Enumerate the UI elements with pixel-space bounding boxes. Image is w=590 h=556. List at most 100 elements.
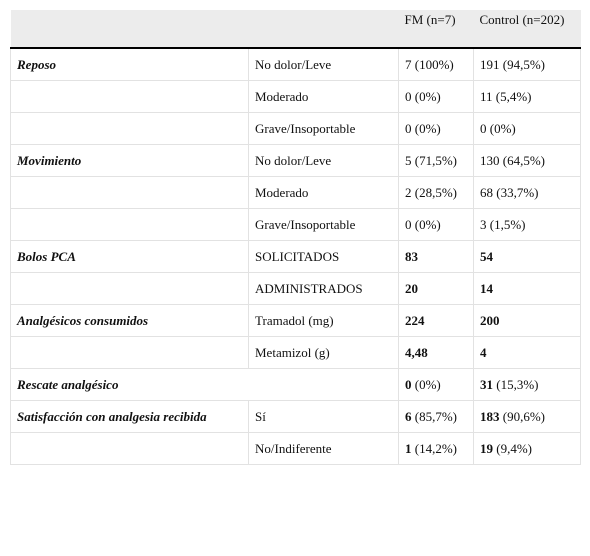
group-cell: Satisfacción con analgesia recibida — [10, 400, 249, 433]
group-cell — [10, 432, 249, 465]
item-cell: SOLICITADOS — [248, 240, 399, 273]
bold-value: 20 — [405, 281, 418, 296]
table-body: Reposo No dolor/Leve 7 (100%) 191 (94,5%) Mo… — [10, 47, 581, 465]
table-row: Grave/Insoportable 0 (0%) 3 (1,5%) — [10, 208, 581, 241]
item-cell: Moderado — [248, 176, 399, 209]
value-cell: 4 — [473, 336, 581, 369]
value-cell: 7 (100%) — [398, 47, 474, 81]
value-cell: 5 (71,5%) — [398, 144, 474, 177]
column-header: Control (n=202) — [473, 10, 581, 49]
value-cell: 20 — [398, 272, 474, 305]
value-text: (9,4%) — [496, 441, 532, 456]
table-row: Moderado 0 (0%) 11 (5,4%) — [10, 80, 581, 113]
bold-value: 200 — [480, 313, 500, 328]
item-cell: Grave/Insoportable — [248, 208, 399, 241]
header-row: FM (n=7) Control (n=202) — [10, 10, 581, 49]
bold-value: 4,48 — [405, 345, 428, 360]
value-cell: 0 (0%) — [473, 112, 581, 145]
value-cell: 3 (1,5%) — [473, 208, 581, 241]
table-row: Reposo No dolor/Leve 7 (100%) 191 (94,5%) — [10, 47, 581, 81]
value-cell: 14 — [473, 272, 581, 305]
value-cell: 68 (33,7%) — [473, 176, 581, 209]
bold-value: 31 — [480, 377, 493, 392]
value-text: 5 (71,5%) — [405, 153, 457, 168]
table-row: Rescate analgésico 0 (0%) 31 (15,3%) — [10, 368, 581, 401]
group-cell: Analgésicos consumidos — [10, 304, 249, 337]
value-text: (15,3%) — [496, 377, 539, 392]
empty-header — [248, 10, 399, 49]
value-text: (85,7%) — [414, 409, 457, 424]
table-row: Bolos PCA SOLICITADOS 83 54 — [10, 240, 581, 273]
item-cell: Grave/Insoportable — [248, 112, 399, 145]
group-cell — [10, 208, 249, 241]
table-row: Moderado 2 (28,5%) 68 (33,7%) — [10, 176, 581, 209]
item-cell: Sí — [248, 400, 399, 433]
group-cell: Movimiento — [10, 144, 249, 177]
table-row: Grave/Insoportable 0 (0%) 0 (0%) — [10, 112, 581, 145]
value-cell: 11 (5,4%) — [473, 80, 581, 113]
value-cell: 83 — [398, 240, 474, 273]
value-text: (0%) — [414, 377, 441, 392]
item-cell: Tramadol (mg) — [248, 304, 399, 337]
value-cell: 1 (14,2%) — [398, 432, 474, 465]
value-cell: 6 (85,7%) — [398, 400, 474, 433]
item-cell: ADMINISTRADOS — [248, 272, 399, 305]
value-text: 3 (1,5%) — [480, 217, 526, 232]
table-row: No/Indiferente 1 (14,2%) 19 (9,4%) — [10, 432, 581, 465]
bold-value: 6 — [405, 409, 412, 424]
group-cell — [10, 336, 249, 369]
value-text: 68 (33,7%) — [480, 185, 539, 200]
item-cell: Moderado — [248, 80, 399, 113]
value-cell: 31 (15,3%) — [473, 368, 581, 401]
value-cell: 2 (28,5%) — [398, 176, 474, 209]
table-row: ADMINISTRADOS 20 14 — [10, 272, 581, 305]
value-cell: 0 (0%) — [398, 208, 474, 241]
item-cell: No dolor/Leve — [248, 144, 399, 177]
value-cell: 0 (0%) — [398, 368, 474, 401]
item-cell: No/Indiferente — [248, 432, 399, 465]
results-table: FM (n=7) Control (n=202) Reposo No dolor/… — [10, 10, 581, 465]
bold-value: 0 — [405, 377, 412, 392]
table-row: Movimiento No dolor/Leve 5 (71,5%) 130 (64,… — [10, 144, 581, 177]
value-text: 0 (0%) — [405, 121, 441, 136]
value-cell: 224 — [398, 304, 474, 337]
table-row: Satisfacción con analgesia recibida Sí 6 (… — [10, 400, 581, 433]
value-cell: 183 (90,6%) — [473, 400, 581, 433]
item-cell: No dolor/Leve — [248, 47, 399, 81]
bold-value: 4 — [480, 345, 487, 360]
value-cell: 0 (0%) — [398, 112, 474, 145]
item-cell: Metamizol (g) — [248, 336, 399, 369]
bold-value: 54 — [480, 249, 493, 264]
group-cell: Bolos PCA — [10, 240, 249, 273]
value-cell: 130 (64,5%) — [473, 144, 581, 177]
bold-value: 1 — [405, 441, 412, 456]
value-cell: 0 (0%) — [398, 80, 474, 113]
value-cell: 19 (9,4%) — [473, 432, 581, 465]
group-cell: Reposo — [10, 47, 249, 81]
value-text: 0 (0%) — [405, 217, 441, 232]
value-text: 7 (100%) — [405, 57, 454, 72]
group-cell — [10, 112, 249, 145]
value-cell: 191 (94,5%) — [473, 47, 581, 81]
bold-value: 183 — [480, 409, 500, 424]
group-cell: Rescate analgésico — [10, 368, 399, 401]
table-row: Metamizol (g) 4,48 4 — [10, 336, 581, 369]
table-header: FM (n=7) Control (n=202) — [10, 10, 581, 49]
group-cell — [10, 272, 249, 305]
value-text: 0 (0%) — [480, 121, 516, 136]
bold-value: 83 — [405, 249, 418, 264]
empty-header — [10, 10, 249, 49]
column-header: FM (n=7) — [398, 10, 474, 49]
group-cell — [10, 176, 249, 209]
bold-value: 224 — [405, 313, 425, 328]
value-cell: 4,48 — [398, 336, 474, 369]
value-text: 11 (5,4%) — [480, 89, 532, 104]
table-row: Analgésicos consumidos Tramadol (mg) 224 20… — [10, 304, 581, 337]
value-text: 0 (0%) — [405, 89, 441, 104]
value-text: 2 (28,5%) — [405, 185, 457, 200]
value-text: 191 (94,5%) — [480, 57, 545, 72]
bold-value: 14 — [480, 281, 493, 296]
value-text: (14,2%) — [414, 441, 457, 456]
value-text: 130 (64,5%) — [480, 153, 545, 168]
